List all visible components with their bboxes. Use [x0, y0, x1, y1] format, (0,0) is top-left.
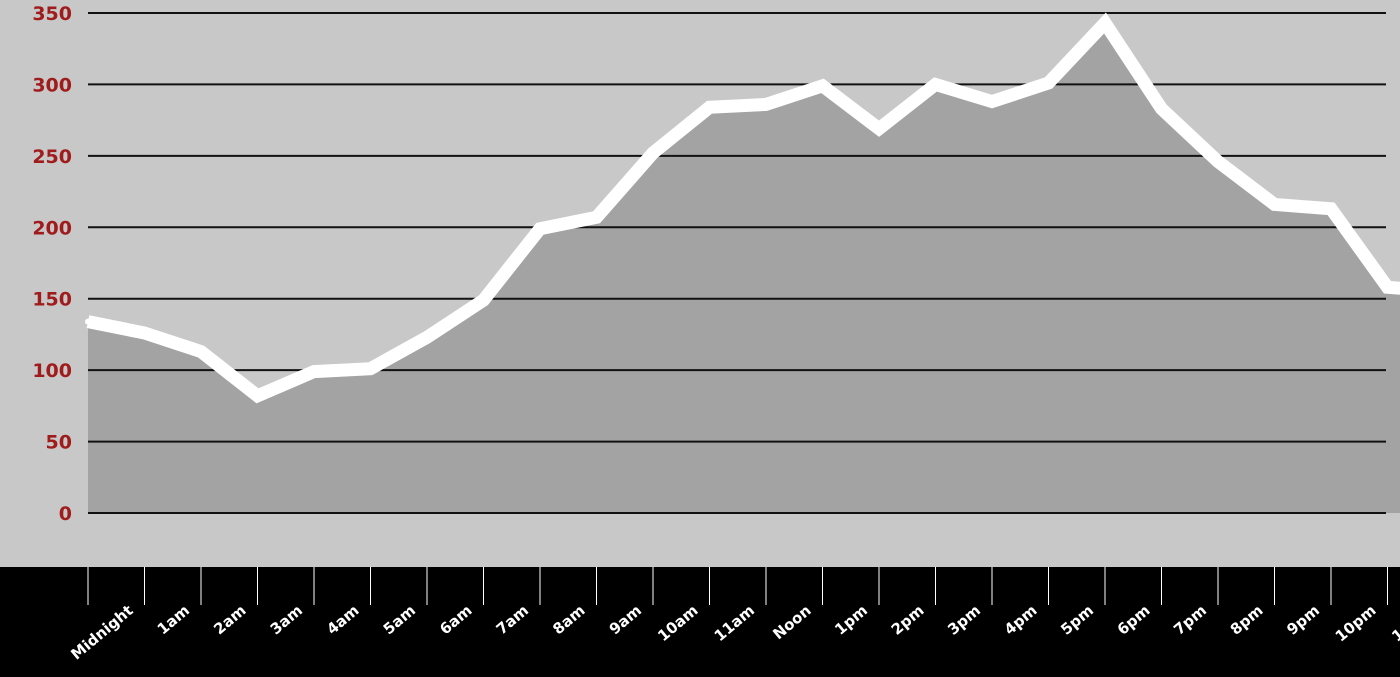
data-point [819, 82, 826, 89]
data-point [1328, 205, 1334, 212]
area-layer [88, 23, 1400, 513]
data-point [1102, 20, 1108, 26]
data-point [254, 392, 261, 399]
data-point [650, 150, 656, 156]
data-point [706, 104, 713, 111]
data-point [1045, 80, 1052, 86]
data-point [367, 365, 374, 372]
y-tick-label: 350 [32, 3, 72, 25]
data-point [1271, 201, 1278, 208]
data-point [537, 225, 543, 232]
data-point [932, 81, 939, 88]
data-point [763, 101, 769, 108]
data-point [480, 297, 487, 304]
data-point [1158, 105, 1165, 112]
data-point [141, 330, 148, 336]
data-point [198, 348, 204, 355]
y-axis-ticks: 0 50 100 150 200 250 300 350 [32, 3, 72, 525]
series-area [88, 23, 1400, 513]
data-point [85, 318, 91, 325]
data-point [593, 214, 600, 221]
line-layer [85, 12, 1400, 404]
y-tick-label: 200 [32, 217, 72, 239]
y-tick-label: 0 [59, 503, 72, 525]
data-point [424, 334, 430, 341]
x-axis-band [0, 567, 1400, 677]
y-tick-label: 250 [32, 146, 72, 168]
data-point [311, 368, 317, 375]
y-tick-label: 50 [46, 432, 72, 454]
y-tick-label: 300 [32, 74, 72, 96]
data-point [876, 125, 882, 132]
gridlines [88, 12, 1386, 514]
data-point [1384, 284, 1391, 291]
data-point [1215, 158, 1221, 165]
y-tick-label: 150 [32, 289, 72, 311]
data-point [989, 98, 995, 105]
y-tick-label: 100 [32, 360, 72, 382]
